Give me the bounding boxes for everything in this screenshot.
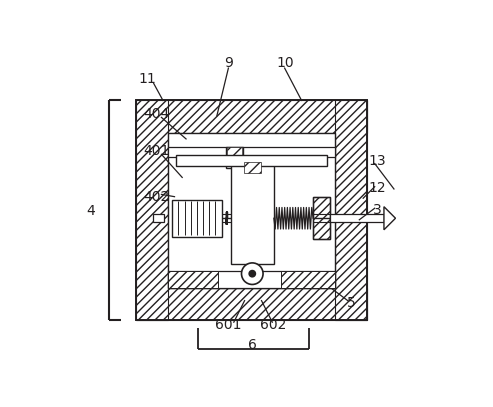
Bar (313, 197, 330, 239)
Bar (281, 271, 335, 287)
Text: 601: 601 (215, 318, 242, 332)
Bar (170, 147, 333, 157)
Text: 10: 10 (277, 57, 294, 70)
Bar (335, 101, 367, 320)
Bar (176, 155, 327, 166)
Text: 4: 4 (86, 204, 95, 217)
Circle shape (242, 263, 263, 284)
Bar (153, 214, 165, 222)
Text: 404: 404 (143, 107, 169, 121)
Text: 9: 9 (224, 57, 233, 70)
Bar (168, 271, 218, 287)
Text: 13: 13 (368, 154, 386, 168)
Bar (136, 101, 367, 320)
Bar (232, 162, 274, 265)
Text: 5: 5 (347, 296, 355, 310)
Text: 6: 6 (248, 338, 257, 352)
Bar (136, 101, 168, 320)
Circle shape (249, 271, 255, 277)
Bar (313, 197, 330, 239)
Text: 402: 402 (143, 190, 169, 204)
Bar (330, 214, 384, 222)
Text: 602: 602 (260, 318, 286, 332)
Bar (168, 271, 335, 287)
Bar (226, 147, 243, 168)
Text: 3: 3 (373, 203, 382, 217)
Text: 12: 12 (368, 181, 386, 195)
Bar (168, 133, 335, 287)
Bar (227, 147, 242, 158)
Bar (168, 133, 335, 287)
Bar (136, 287, 367, 320)
Text: 11: 11 (139, 72, 156, 86)
Bar (244, 162, 261, 173)
Bar (136, 101, 367, 133)
Polygon shape (384, 207, 395, 230)
Text: 401: 401 (143, 144, 169, 158)
Bar (168, 147, 335, 158)
Bar (172, 200, 222, 237)
